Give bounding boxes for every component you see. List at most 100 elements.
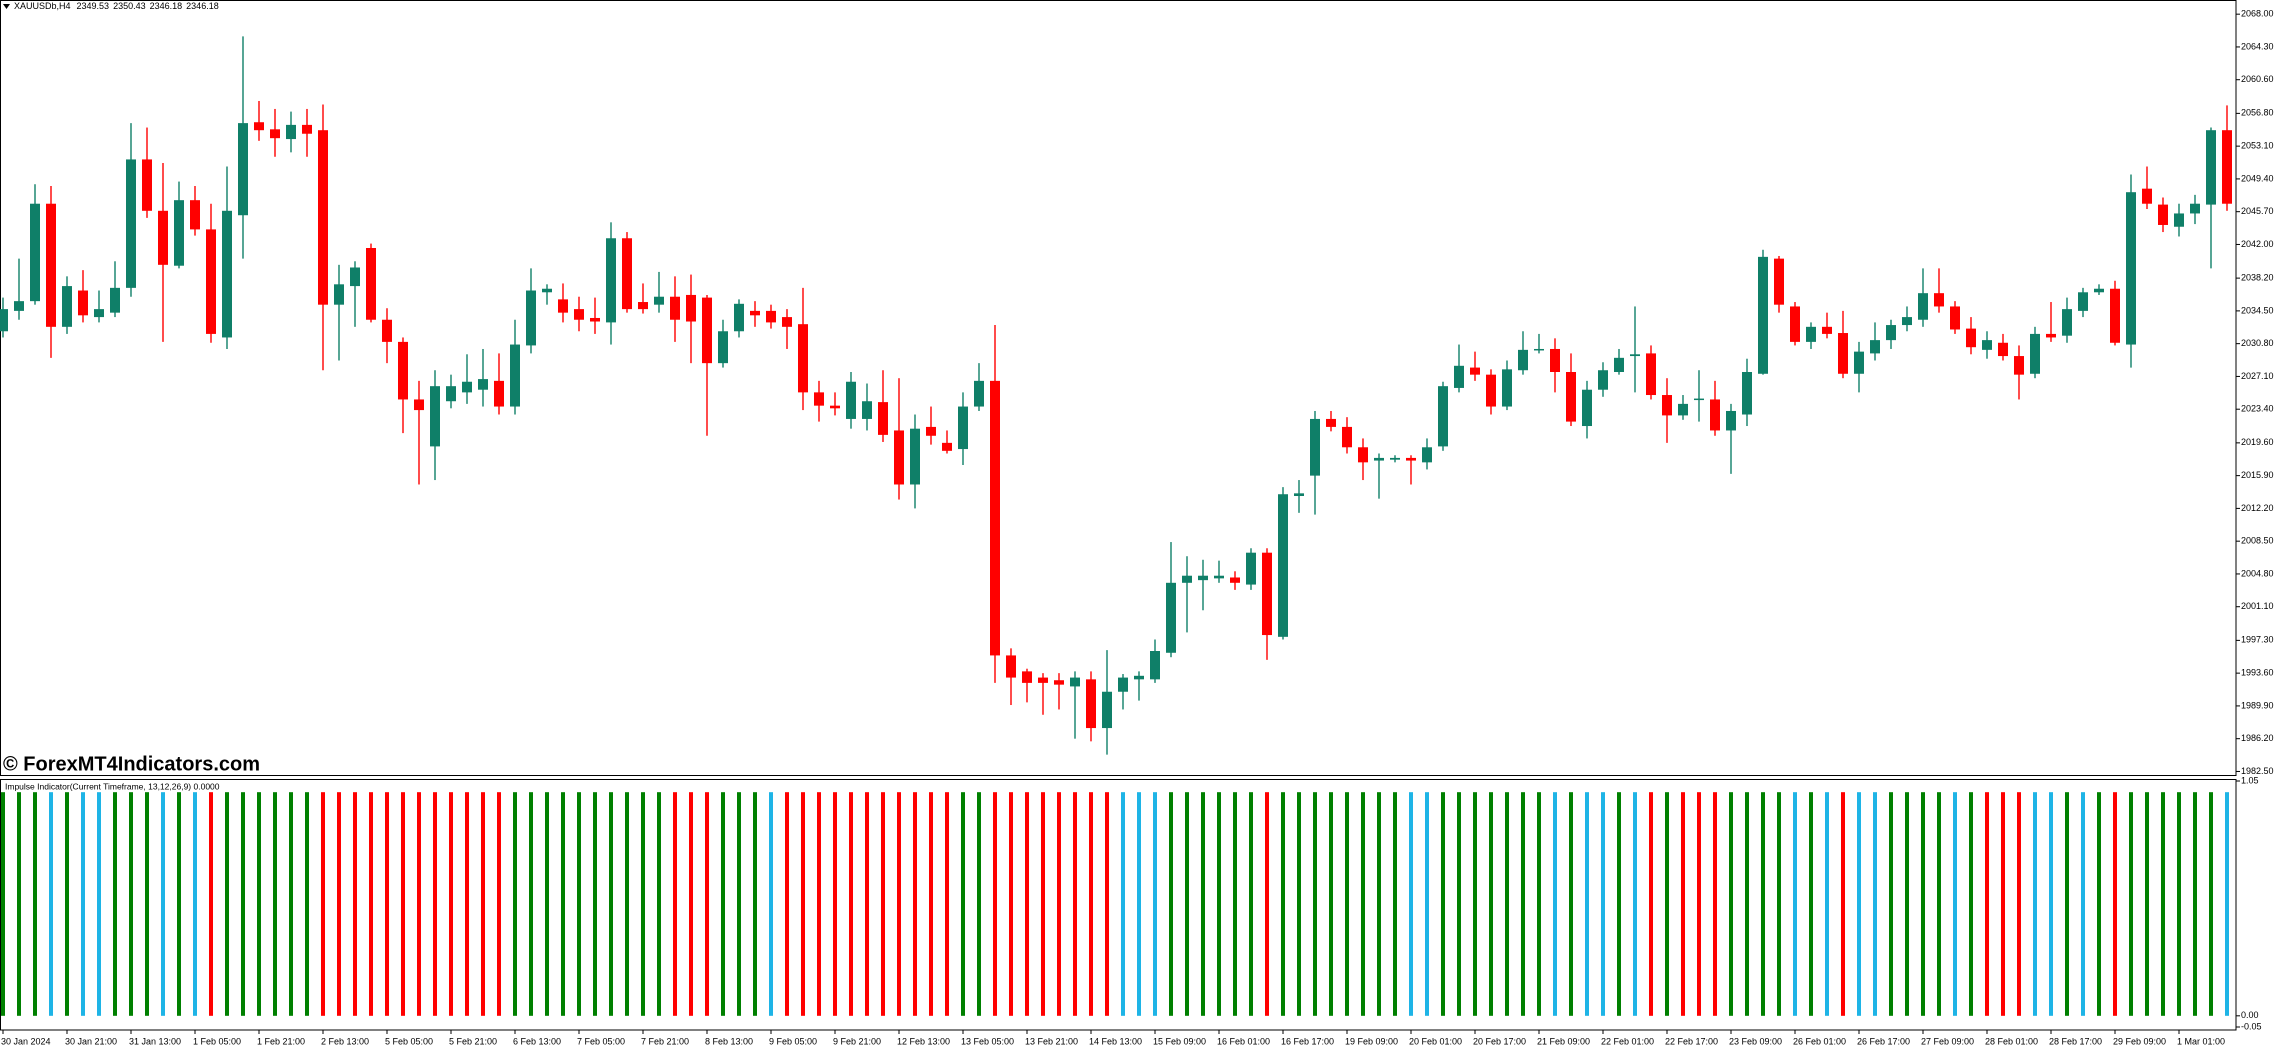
indicator-bar bbox=[609, 792, 613, 1016]
indicator-bar bbox=[1905, 792, 1909, 1016]
y-tick-label: 2064.30 bbox=[2241, 41, 2274, 51]
candle-body bbox=[1054, 680, 1064, 685]
x-tick-label: 7 Feb 05:00 bbox=[577, 1036, 625, 1046]
candle-body bbox=[1326, 418, 1336, 427]
indicator-bar bbox=[2209, 792, 2213, 1016]
candle-body bbox=[1742, 372, 1752, 415]
indicator-bar bbox=[1633, 792, 1637, 1016]
indicator-bar bbox=[865, 792, 869, 1016]
x-tick-label: 9 Feb 05:00 bbox=[769, 1036, 817, 1046]
indicator-bar bbox=[481, 792, 485, 1016]
indicator-bar bbox=[1121, 792, 1125, 1016]
candle-body bbox=[1774, 258, 1784, 305]
candle-body bbox=[1966, 328, 1976, 348]
indicator-bar bbox=[1489, 792, 1493, 1016]
indicator-bar bbox=[561, 792, 565, 1016]
indicator-bar bbox=[1057, 792, 1061, 1016]
candle-body bbox=[462, 381, 472, 393]
candle-body bbox=[110, 287, 120, 313]
candle-body bbox=[430, 386, 440, 447]
indicator-bar bbox=[1361, 792, 1365, 1016]
indicator-bar bbox=[1105, 792, 1109, 1016]
candle-body bbox=[1582, 389, 1592, 427]
candle-body bbox=[446, 386, 456, 402]
x-tick-label: 23 Feb 09:00 bbox=[1729, 1036, 1782, 1046]
y-tick-label: 1993.60 bbox=[2241, 668, 2274, 678]
candle-body bbox=[1438, 386, 1448, 447]
candle-body bbox=[926, 426, 936, 436]
x-tick-label: 1 Feb 21:00 bbox=[257, 1036, 305, 1046]
candle-body bbox=[1118, 677, 1128, 692]
indicator-bar bbox=[705, 792, 709, 1016]
y-tick-label: 2019.60 bbox=[2241, 437, 2274, 447]
indicator-bar bbox=[337, 792, 341, 1016]
candle-body bbox=[718, 331, 728, 364]
x-tick-label: 19 Feb 09:00 bbox=[1345, 1036, 1398, 1046]
indicator-bar bbox=[1649, 792, 1653, 1016]
indicator-bar bbox=[2193, 792, 2197, 1016]
y-tick-label: 2008.50 bbox=[2241, 536, 2274, 546]
candle-body bbox=[494, 380, 504, 407]
indicator-bar bbox=[1009, 792, 1013, 1016]
candle-body bbox=[1278, 494, 1288, 637]
candle-body bbox=[1806, 326, 1816, 342]
header-close: 2346.18 bbox=[186, 1, 219, 11]
indicator-bar bbox=[1729, 792, 1733, 1016]
candle-body bbox=[2158, 204, 2168, 225]
candle-body bbox=[2078, 292, 2088, 311]
candle-body bbox=[1198, 575, 1208, 581]
candle-body bbox=[2142, 188, 2152, 204]
candle-body bbox=[1918, 293, 1928, 320]
y-tick-label: 2012.20 bbox=[2241, 503, 2274, 513]
indicator-bar bbox=[945, 792, 949, 1016]
candle-body bbox=[2174, 213, 2184, 227]
candle-body bbox=[622, 238, 632, 310]
x-tick-label: 28 Feb 17:00 bbox=[2049, 1036, 2102, 1046]
indicator-bar bbox=[625, 792, 629, 1016]
menu-arrow[interactable] bbox=[3, 4, 10, 9]
candle-body bbox=[1470, 367, 1480, 375]
x-tick-label: 13 Feb 05:00 bbox=[961, 1036, 1014, 1046]
indicator-bar bbox=[33, 792, 37, 1016]
candle-body bbox=[1246, 552, 1256, 585]
indicator-bar bbox=[1409, 792, 1413, 1016]
y-tick-label: 2045.70 bbox=[2241, 206, 2274, 216]
indicator-bar bbox=[2081, 792, 2085, 1016]
indicator-bar bbox=[1745, 792, 1749, 1016]
candle-body bbox=[702, 297, 712, 364]
candle-body bbox=[2046, 333, 2056, 338]
indicator-bar bbox=[1969, 792, 1973, 1016]
candle-body bbox=[1518, 349, 1528, 371]
candle-body bbox=[1086, 679, 1096, 729]
indicator-bar bbox=[1, 792, 5, 1016]
indicator-bar bbox=[1825, 792, 1829, 1016]
candle-body bbox=[126, 159, 136, 288]
indicator-bar bbox=[1953, 792, 1957, 1016]
indicator-bar bbox=[449, 792, 453, 1016]
indicator-bar bbox=[465, 792, 469, 1016]
candle-body bbox=[1998, 342, 2008, 357]
indicator-bar bbox=[1313, 792, 1317, 1016]
candle-body bbox=[94, 309, 104, 318]
candle-body bbox=[1646, 353, 1656, 396]
indicator-bar bbox=[2161, 792, 2165, 1016]
indicator-bar bbox=[785, 792, 789, 1016]
indicator-title: Impulse Indicator(Current Timeframe, 13,… bbox=[5, 781, 220, 791]
indicator-bar bbox=[273, 792, 277, 1016]
candle-body bbox=[1486, 374, 1496, 407]
indicator-bar bbox=[1281, 792, 1285, 1016]
indicator-bar bbox=[961, 792, 965, 1016]
candle-body bbox=[1038, 677, 1048, 683]
candle-body bbox=[878, 402, 888, 435]
candle-body bbox=[2110, 288, 2120, 343]
candle-body bbox=[78, 290, 88, 316]
indicator-panel-frame bbox=[0, 779, 2237, 1031]
candle-body bbox=[1374, 457, 1384, 461]
indicator-bar bbox=[225, 792, 229, 1016]
candle-body bbox=[2014, 356, 2024, 375]
indicator-bar bbox=[193, 792, 197, 1016]
candle-body bbox=[2222, 130, 2232, 204]
indicator-bar bbox=[2017, 792, 2021, 1016]
candle-body bbox=[814, 392, 824, 406]
